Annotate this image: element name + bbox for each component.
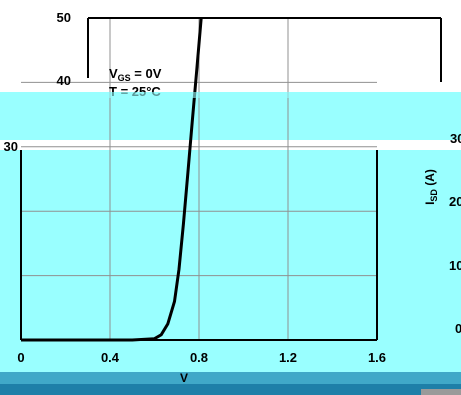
y-tick-label-40: 40	[57, 73, 71, 88]
right-y-axis-sub: SD	[429, 189, 439, 202]
y-tick-label-30: 30	[4, 139, 18, 154]
white-strip	[0, 140, 461, 150]
annotation-cover	[0, 92, 461, 98]
annotation-temp-main: T	[109, 84, 117, 99]
gridlines	[21, 18, 377, 340]
x-tick-label-3: 1.2	[279, 350, 297, 365]
cyan-band	[0, 92, 461, 380]
y-tick-label-50: 50	[57, 10, 71, 25]
right-y-axis-main: I	[423, 202, 437, 205]
x-tick-label-1: 0.4	[101, 350, 120, 365]
plot-frame	[20, 17, 442, 341]
x-tick-label-4: 1.6	[368, 350, 386, 365]
annotation-vgs: VGS = 0V	[109, 66, 162, 83]
bottom-band-light	[0, 372, 461, 384]
series-line-curve	[21, 17, 203, 342]
corner-block	[421, 389, 461, 395]
x-axis-title-obscured	[190, 372, 228, 384]
right-y-axis-title: ISD (A)	[423, 169, 439, 205]
bottom-band-dark	[0, 384, 461, 395]
x-tick-label-2: 0.8	[190, 350, 208, 365]
right-y-axis-rest: (A)	[423, 169, 437, 189]
right-tick-label-20: 20	[449, 194, 461, 209]
right-tick-label-30: 30	[450, 131, 461, 146]
x-tick-label-0: 0	[17, 350, 24, 365]
x-axis-title: V	[180, 371, 188, 385]
annotation-vgs-sub: GS	[118, 73, 131, 83]
right-tick-label-0: 0	[455, 321, 461, 336]
annotation-vgs-main: V	[109, 66, 118, 81]
right-tick-label-10: 10	[449, 258, 461, 273]
annotation-vgs-rest: = 0V	[131, 66, 162, 81]
